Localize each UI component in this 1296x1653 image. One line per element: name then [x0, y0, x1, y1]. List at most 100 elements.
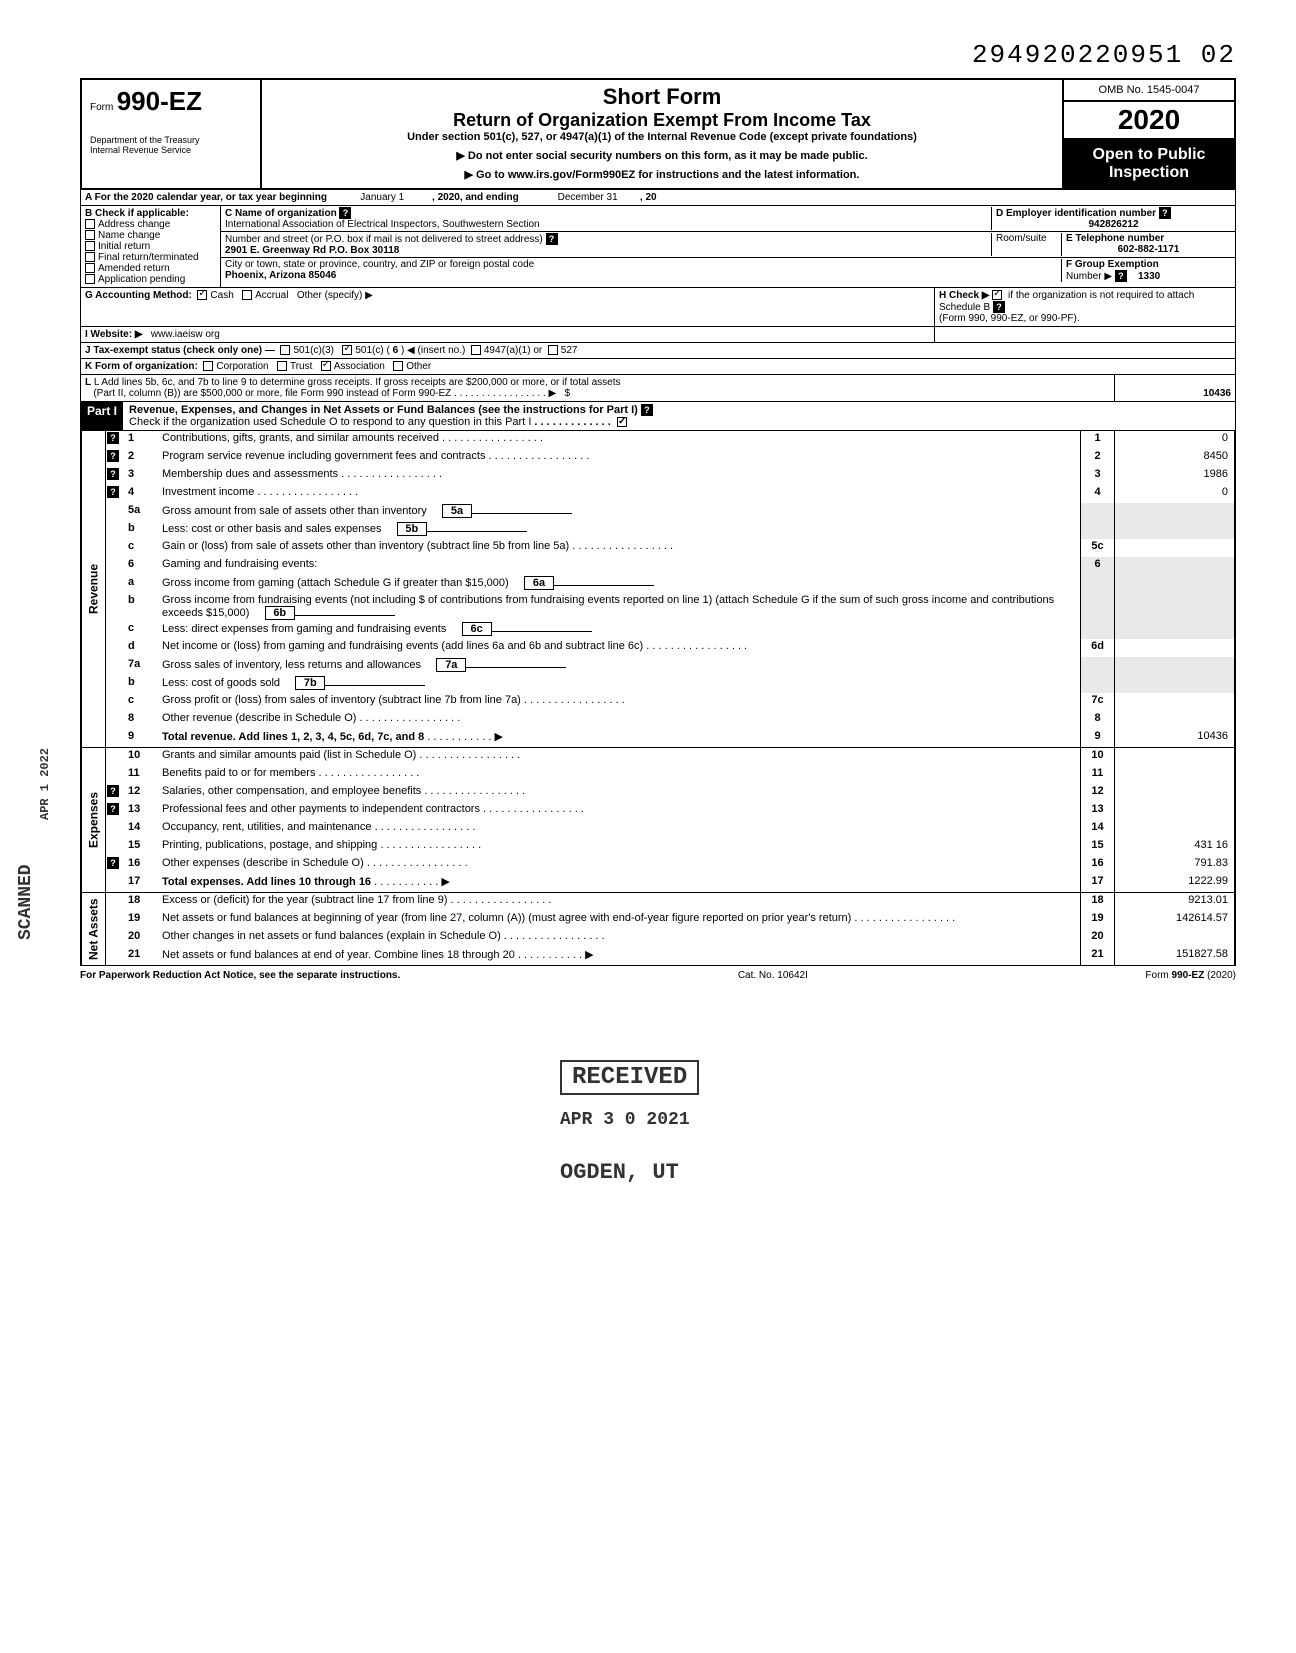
box-val[interactable]: [1114, 521, 1234, 539]
revenue-label: Revenue: [81, 431, 105, 747]
mid-box-val[interactable]: [295, 615, 395, 616]
mid-box-val[interactable]: [325, 685, 425, 686]
lbl-amended-return: Amended return: [98, 263, 170, 274]
help-icon[interactable]: ?: [1115, 270, 1127, 282]
help-icon[interactable]: ?: [107, 432, 119, 444]
line-desc: Occupancy, rent, utilities, and maintena…: [158, 820, 1080, 838]
cb-501c[interactable]: [342, 345, 352, 355]
cb-schedule-o[interactable]: [617, 417, 627, 427]
box-val[interactable]: [1114, 784, 1234, 802]
cb-name-change[interactable]: [85, 230, 95, 240]
lbl-501c: 501(c) (: [355, 345, 389, 356]
box-num: 12: [1080, 784, 1114, 802]
cb-501c3[interactable]: [280, 345, 290, 355]
line-19: 19Net assets or fund balances at beginni…: [105, 911, 1235, 929]
box-val[interactable]: [1114, 539, 1234, 557]
section-a-end: December 31: [558, 192, 618, 203]
line-desc: Gaming and fundraising events:: [158, 557, 1080, 575]
section-k-label: K Form of organization:: [85, 361, 198, 372]
help-icon[interactable]: ?: [1159, 207, 1171, 219]
cb-accrual[interactable]: [242, 290, 252, 300]
help-icon[interactable]: ?: [107, 803, 119, 815]
help-icon[interactable]: ?: [107, 486, 119, 498]
cb-final-return[interactable]: [85, 252, 95, 262]
box-val[interactable]: 10436: [1114, 729, 1234, 747]
box-val[interactable]: 0: [1114, 485, 1234, 503]
box-num: 8: [1080, 711, 1114, 729]
mid-box-val[interactable]: [466, 667, 566, 668]
box-val[interactable]: [1114, 657, 1234, 675]
box-val[interactable]: 431 16: [1114, 838, 1234, 856]
box-val[interactable]: 9213.01: [1114, 893, 1234, 911]
cb-schedule-b[interactable]: [992, 290, 1002, 300]
line-5a: 5aGross amount from sale of assets other…: [105, 503, 1235, 521]
cb-initial-return[interactable]: [85, 241, 95, 251]
box-val[interactable]: [1114, 621, 1234, 639]
line-num: 8: [124, 711, 158, 729]
mid-box-val[interactable]: [427, 531, 527, 532]
box-val[interactable]: [1114, 766, 1234, 784]
line-desc: Net assets or fund balances at end of ye…: [158, 947, 1080, 965]
box-val[interactable]: 0: [1114, 431, 1234, 449]
box-val[interactable]: [1114, 593, 1234, 621]
box-num: 10: [1080, 748, 1114, 766]
line-num: 17: [124, 874, 158, 892]
box-val[interactable]: [1114, 557, 1234, 575]
help-icon[interactable]: ?: [107, 468, 119, 480]
help-icon[interactable]: ?: [993, 301, 1005, 313]
box-val[interactable]: 151827.58: [1114, 947, 1234, 965]
help-icon[interactable]: ?: [339, 207, 351, 219]
cb-527[interactable]: [548, 345, 558, 355]
box-val[interactable]: [1114, 820, 1234, 838]
help-icon[interactable]: ?: [107, 450, 119, 462]
box-val[interactable]: [1114, 802, 1234, 820]
cb-cash[interactable]: [197, 290, 207, 300]
box-val[interactable]: [1114, 639, 1234, 657]
box-val[interactable]: 142614.57: [1114, 911, 1234, 929]
box-val[interactable]: [1114, 748, 1234, 766]
box-num: 20: [1080, 929, 1114, 947]
help-icon[interactable]: ?: [641, 404, 653, 416]
cb-application-pending[interactable]: [85, 274, 95, 284]
box-val[interactable]: [1114, 711, 1234, 729]
line-num: 21: [124, 947, 158, 965]
help-icon[interactable]: ?: [107, 785, 119, 797]
help-icon[interactable]: ?: [546, 233, 558, 245]
help-icon[interactable]: ?: [107, 857, 119, 869]
cb-trust[interactable]: [277, 361, 287, 371]
lbl-trust: Trust: [290, 361, 312, 372]
box-val[interactable]: [1114, 675, 1234, 693]
box-val[interactable]: 1222.99: [1114, 874, 1234, 892]
box-num: [1080, 593, 1114, 621]
cb-other-org[interactable]: [393, 361, 403, 371]
stamp-scanned: SCANNED: [16, 864, 36, 940]
room-label: Room/suite: [996, 233, 1047, 244]
mid-box-val[interactable]: [554, 585, 654, 586]
box-val[interactable]: 1986: [1114, 467, 1234, 485]
line-num: c: [124, 539, 158, 557]
cb-4947a1[interactable]: [471, 345, 481, 355]
box-val[interactable]: [1114, 693, 1234, 711]
box-num: 18: [1080, 893, 1114, 911]
section-j-label: J Tax-exempt status (check only one) —: [85, 345, 275, 356]
line-desc: Net assets or fund balances at beginning…: [158, 911, 1080, 929]
box-val[interactable]: 791.83: [1114, 856, 1234, 874]
form-prefix: Form: [90, 102, 113, 113]
lbl-initial-return: Initial return: [98, 241, 150, 252]
cb-association[interactable]: [321, 361, 331, 371]
cb-corporation[interactable]: [203, 361, 213, 371]
mid-box-val[interactable]: [472, 513, 572, 514]
line-desc: Less: cost of goods sold 7b: [158, 675, 1080, 693]
cb-amended-return[interactable]: [85, 263, 95, 273]
cb-address-change[interactable]: [85, 219, 95, 229]
line-desc: Benefits paid to or for members . . . . …: [158, 766, 1080, 784]
box-val[interactable]: [1114, 575, 1234, 593]
box-val[interactable]: [1114, 503, 1234, 521]
box-num: 14: [1080, 820, 1114, 838]
box-val[interactable]: 8450: [1114, 449, 1234, 467]
box-val[interactable]: [1114, 929, 1234, 947]
footer-left: For Paperwork Reduction Act Notice, see …: [80, 970, 400, 981]
mid-box-val[interactable]: [492, 631, 592, 632]
mid-box-num: 5a: [442, 504, 472, 518]
mid-box-num: 5b: [397, 522, 427, 536]
